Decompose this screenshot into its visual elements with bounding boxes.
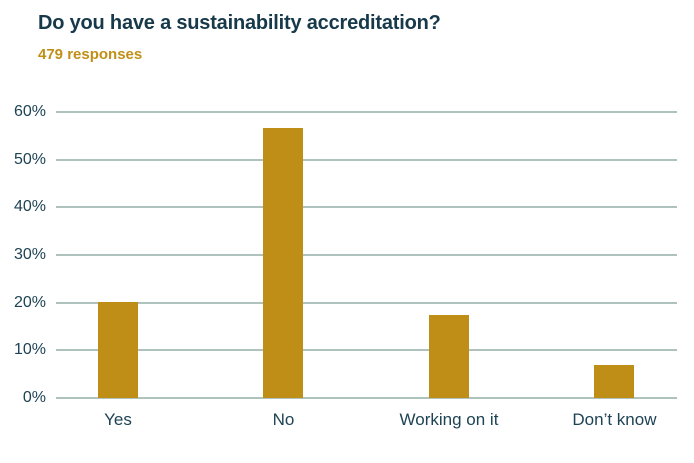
y-axis-tick-label: 60% xyxy=(13,103,46,120)
gridline xyxy=(56,301,677,304)
x-axis-category-label: No xyxy=(272,410,295,429)
bar xyxy=(97,302,138,398)
x-axis-category-label: Don’t know xyxy=(572,410,657,429)
bar xyxy=(428,315,469,398)
response-count: 479 responses xyxy=(38,46,143,63)
gridline xyxy=(56,111,677,113)
y-axis-tick-label: 50% xyxy=(13,150,46,168)
y-axis-tick-label: 10% xyxy=(13,341,46,359)
gridline xyxy=(56,397,677,399)
y-axis-tick-label: 0% xyxy=(22,389,46,406)
gridline xyxy=(56,349,677,352)
y-axis-tick-label: 40% xyxy=(13,198,46,216)
x-axis-category-label: Yes xyxy=(104,410,132,429)
bar xyxy=(594,365,635,398)
y-axis-tick-label: 30% xyxy=(13,246,46,263)
gridline xyxy=(56,206,677,209)
gridline xyxy=(56,254,677,256)
bar xyxy=(263,128,304,398)
chart-title: Do you have a sustainability accreditati… xyxy=(38,12,441,34)
y-axis-tick-label: 20% xyxy=(13,293,46,311)
x-axis-category-label: Working on it xyxy=(399,410,499,429)
gridline xyxy=(56,158,677,161)
